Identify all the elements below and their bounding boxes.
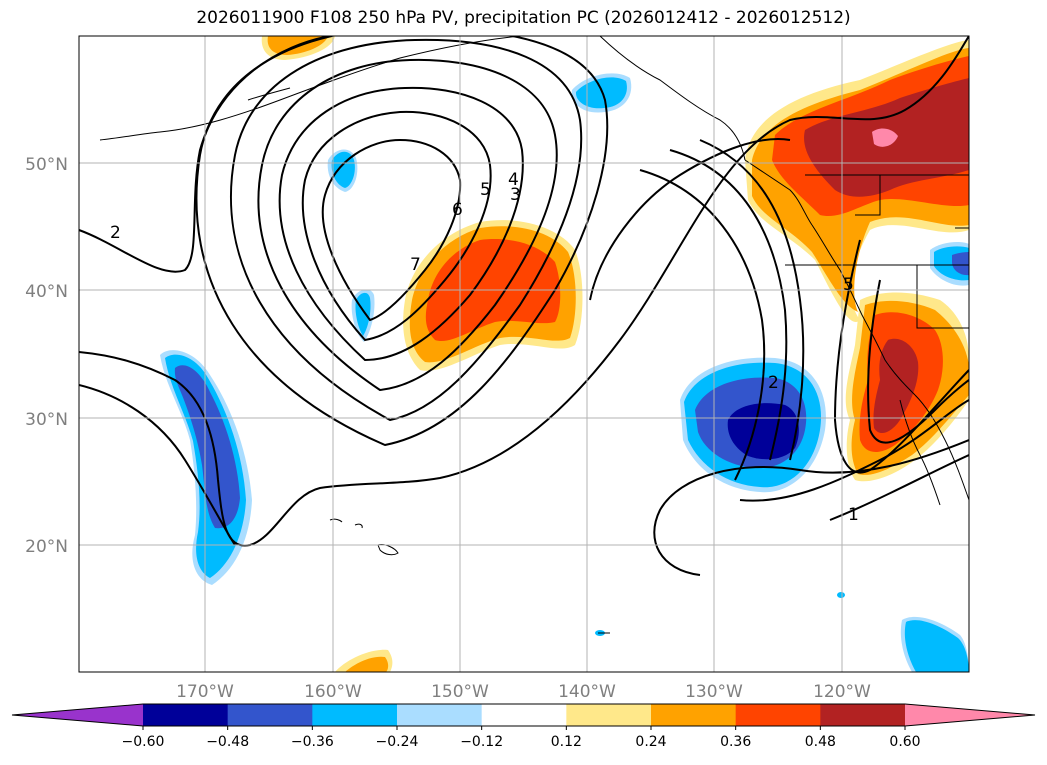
colorbar-tick-label: 0.24 bbox=[635, 734, 666, 750]
lon-label-130w: 130°W bbox=[685, 682, 743, 702]
colorbar-segment bbox=[143, 704, 229, 726]
contour-label-5: 5 bbox=[480, 180, 491, 200]
contour-label-2-east: 2 bbox=[768, 373, 779, 393]
lon-labels: 170°W 160°W 150°W 140°W 130°W 120°W bbox=[176, 682, 871, 702]
pv-contours bbox=[79, 36, 969, 576]
precip-fills bbox=[160, 36, 969, 672]
colorbar-segment bbox=[397, 704, 483, 726]
lon-label-120w: 120°W bbox=[813, 682, 871, 702]
lon-label-140w: 140°W bbox=[558, 682, 616, 702]
colorbar-segment bbox=[481, 704, 567, 726]
map-title: 2026011900 F108 250 hPa PV, precipitatio… bbox=[196, 8, 851, 28]
lat-label-40n: 40°N bbox=[25, 282, 68, 302]
lat-label-50n: 50°N bbox=[25, 155, 68, 175]
plot-frame bbox=[78, 35, 970, 673]
contour-label-5-east: 5 bbox=[843, 275, 854, 295]
colorbar-segment bbox=[735, 704, 821, 726]
contour-label-7: 7 bbox=[410, 255, 421, 275]
lon-label-150w: 150°W bbox=[431, 682, 489, 702]
colorbar-tick-label: −0.60 bbox=[122, 734, 165, 750]
colorbar-extend-high bbox=[905, 704, 1035, 726]
colorbar-segment bbox=[820, 704, 906, 726]
colorbar-segment bbox=[566, 704, 652, 726]
lon-label-170w: 170°W bbox=[176, 682, 234, 702]
contour-label-6: 6 bbox=[452, 200, 463, 220]
colorbar-tick-label: −0.48 bbox=[206, 734, 249, 750]
colorbar-tick-label: −0.12 bbox=[460, 734, 503, 750]
lat-label-20n: 20°N bbox=[25, 537, 68, 557]
colorbar-segment bbox=[651, 704, 737, 726]
lat-label-30n: 30°N bbox=[25, 410, 68, 430]
contour-label-2-west: 2 bbox=[110, 223, 121, 243]
lat-labels: 50°N 40°N 30°N 20°N bbox=[25, 155, 68, 557]
colorbar-tick-label: 0.60 bbox=[889, 734, 920, 750]
colorbar-segment bbox=[312, 704, 398, 726]
contour-label-4: 4 bbox=[508, 170, 519, 190]
contour-labels: 2 4 3 5 6 7 2 1 5 bbox=[110, 170, 859, 525]
colorbar: −0.60 −0.48 −0.36 −0.24 −0.12 0.12 0.24 0.36 0.4… bbox=[11, 703, 1036, 750]
colorbar-extend-low bbox=[12, 704, 143, 726]
gridlines bbox=[79, 36, 969, 672]
colorbar-segment bbox=[227, 704, 313, 726]
colorbar-tick-label: 0.12 bbox=[551, 734, 582, 750]
colorbar-tick-label: −0.24 bbox=[376, 734, 419, 750]
colorbar-tick-label: −0.36 bbox=[291, 734, 334, 750]
lon-label-160w: 160°W bbox=[304, 682, 362, 702]
colorbar-tick-label: 0.48 bbox=[805, 734, 836, 750]
colorbar-tick-label: 0.36 bbox=[720, 734, 751, 750]
contour-label-1-east: 1 bbox=[848, 505, 859, 525]
contour-label-3: 3 bbox=[510, 185, 521, 205]
